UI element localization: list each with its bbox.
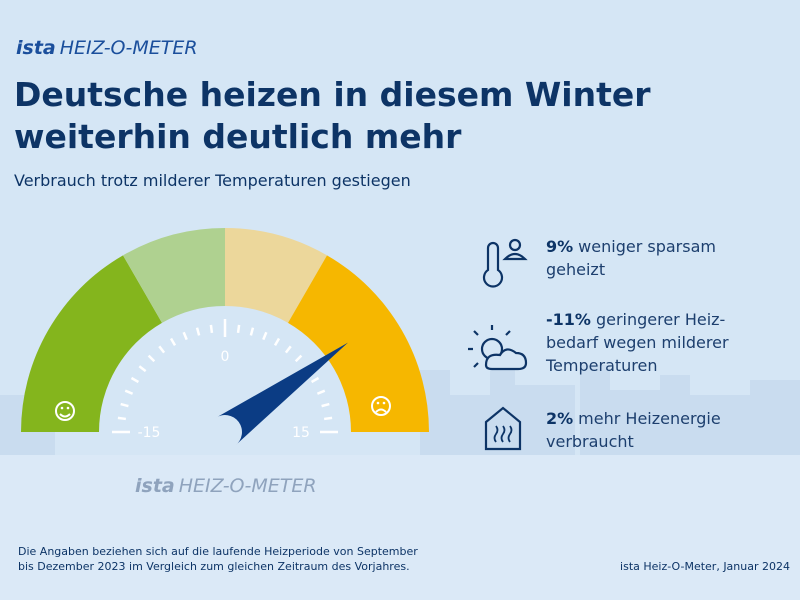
dial-dash bbox=[117, 416, 127, 421]
tick-label: 15 bbox=[292, 425, 310, 441]
smileys bbox=[55, 396, 391, 421]
icons bbox=[468, 238, 528, 451]
brand: ista bbox=[135, 475, 175, 497]
facts: 9% weniger sparsam geheizt -11% geringerer H… bbox=[545, 237, 729, 451]
fact-line: Temperaturen bbox=[545, 356, 658, 375]
gauge-segment bbox=[21, 255, 162, 432]
dial-dash bbox=[316, 389, 326, 395]
needle bbox=[215, 342, 348, 446]
footnote: bis Dezember 2023 im Vergleich zum gleic… bbox=[18, 560, 410, 573]
fact-line: -11% geringerer Heiz- bbox=[546, 310, 725, 329]
fact-text: weniger sparsam bbox=[578, 237, 716, 256]
gauge-segment bbox=[288, 255, 429, 432]
dial-dash bbox=[249, 327, 255, 336]
dial-dash bbox=[323, 416, 333, 421]
dial-dash bbox=[321, 402, 330, 408]
dial-dash bbox=[147, 354, 156, 363]
dial-dash bbox=[209, 324, 214, 334]
dial-dash bbox=[124, 389, 134, 395]
dial-dash bbox=[310, 376, 320, 384]
gauge-segment bbox=[123, 228, 225, 323]
dial-dash bbox=[236, 324, 241, 334]
gauge: -15 0 15 bbox=[21, 228, 429, 446]
dial-dash bbox=[284, 345, 292, 354]
source: ista Heiz-O-Meter, Januar 2024 bbox=[620, 560, 790, 573]
title: Deutsche heizen in diesem Winter bbox=[14, 75, 651, 114]
fact-line: 9% weniger sparsam bbox=[546, 237, 716, 256]
fact-highlight: 2% bbox=[546, 409, 573, 428]
gauge-segment bbox=[225, 228, 327, 323]
gauge-brand-line: ista HEIZ-O-METER bbox=[135, 475, 317, 497]
dial-dash bbox=[294, 354, 303, 363]
dial-dash bbox=[273, 337, 281, 347]
fact-text: mehr Heizenergie bbox=[578, 409, 721, 428]
fact-line: verbraucht bbox=[546, 432, 634, 451]
footnote: Die Angaben beziehen sich auf die laufen… bbox=[18, 545, 418, 558]
tick-label: -15 bbox=[138, 425, 161, 441]
dial-dash bbox=[120, 402, 129, 408]
title: weiterhin deutlich mehr bbox=[14, 117, 462, 156]
subtitle: Verbrauch trotz milderer Temperaturen ge… bbox=[14, 171, 411, 190]
dial-dash bbox=[262, 331, 268, 341]
dial-dash bbox=[169, 337, 177, 347]
dial-dash bbox=[158, 345, 166, 354]
dial-dash bbox=[195, 327, 201, 336]
dial-dash bbox=[182, 331, 188, 341]
dial-dash bbox=[130, 376, 140, 384]
fact-highlight: -11% bbox=[546, 310, 591, 329]
fact-highlight: 9% bbox=[546, 237, 573, 256]
tick-label: 0 bbox=[221, 349, 230, 365]
fact-line: geheizt bbox=[546, 260, 605, 279]
ground bbox=[0, 455, 800, 600]
product: HEIZ-O-METER bbox=[179, 475, 317, 497]
fact-line: 2% mehr Heizenergie bbox=[546, 409, 721, 428]
smiley-eyes bbox=[60, 401, 386, 410]
fact-line: bedarf wegen milderer bbox=[546, 333, 729, 352]
brand-line: ista HEIZ-O-METER bbox=[16, 37, 198, 59]
dial-dash bbox=[138, 365, 147, 373]
brand: ista bbox=[16, 37, 56, 59]
fact-text: geringerer Heiz- bbox=[596, 310, 725, 329]
product: HEIZ-O-METER bbox=[60, 37, 198, 59]
